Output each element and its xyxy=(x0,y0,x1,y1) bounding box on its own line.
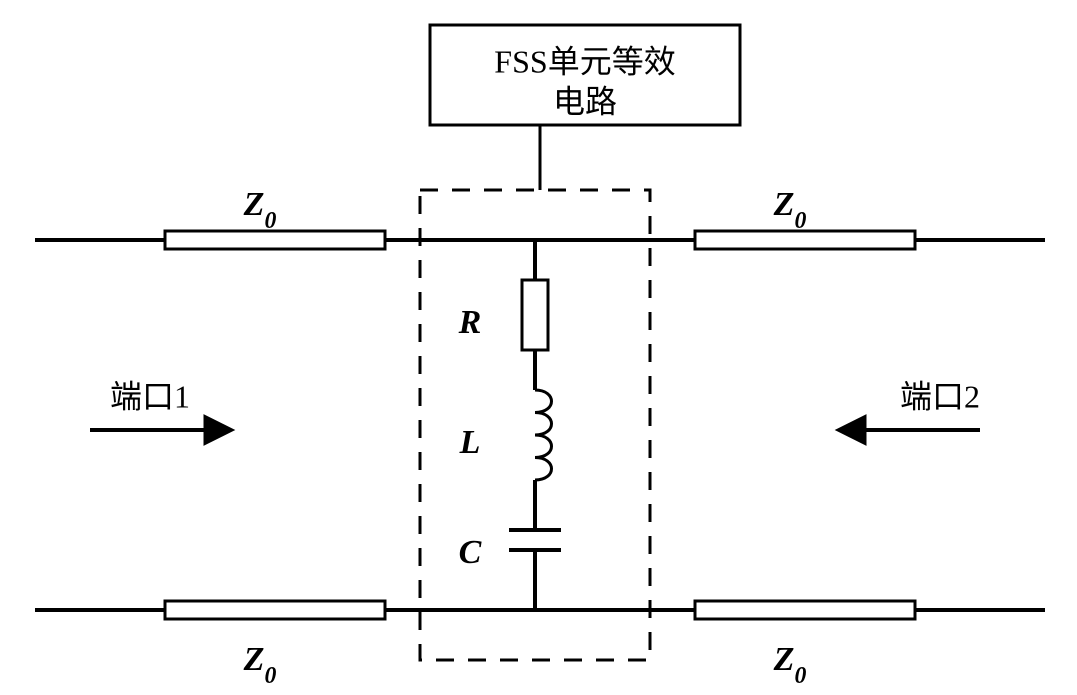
z0-label-bottom-right: Z0 xyxy=(773,641,807,689)
r-label: R xyxy=(458,304,482,341)
z0-label-top-left: Z0 xyxy=(243,186,277,234)
z0-label-bottom-left: Z0 xyxy=(243,641,277,689)
c-label: C xyxy=(459,534,482,571)
resistor xyxy=(522,280,548,350)
callout-line1: FSS单元等效 xyxy=(494,43,675,79)
port2-label: 端口2 xyxy=(900,378,980,414)
l-label: L xyxy=(459,424,481,461)
transmission-line-segment xyxy=(695,601,915,619)
port1-label: 端口1 xyxy=(110,378,190,414)
inductor xyxy=(535,390,552,480)
z0-label-top-right: Z0 xyxy=(773,186,807,234)
callout-line2: 电路 xyxy=(553,83,617,119)
transmission-line-segment xyxy=(165,601,385,619)
